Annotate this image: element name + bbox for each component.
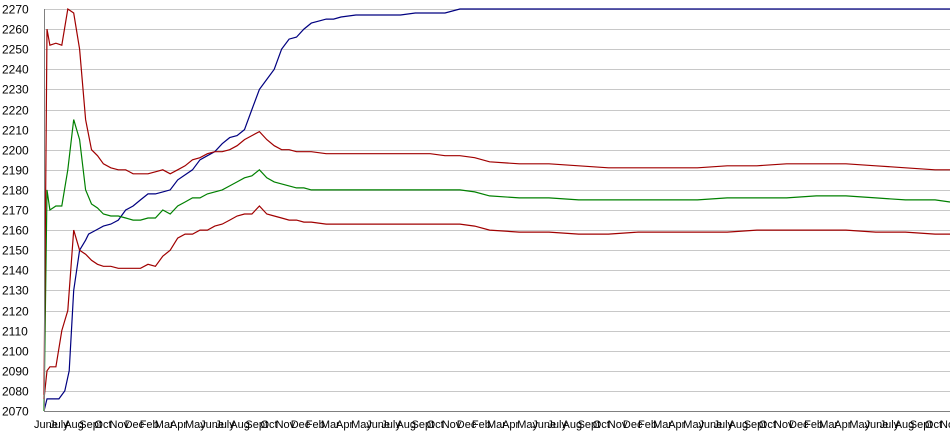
y-tick-label: 2120 (2, 305, 29, 319)
x-tick-label: May (849, 419, 870, 431)
y-tick-label: 2110 (2, 325, 28, 339)
x-tick-label: Mar (487, 419, 506, 431)
x-tick-label: June (532, 419, 556, 431)
series-line-3 (43, 7, 950, 395)
series-lines (43, 7, 950, 412)
x-tick-label: Dec (789, 419, 809, 431)
y-tick-label: 2150 (2, 244, 29, 258)
x-tick-label: Sept (578, 419, 601, 431)
x-tick-label: Dec (457, 419, 477, 431)
x-tick-label: Aug (396, 419, 416, 431)
x-tick-label: Nov (442, 419, 462, 431)
x-tick-label: May (683, 419, 704, 431)
x-tick-label: June (698, 419, 722, 431)
x-tick-label: Apr (668, 419, 685, 431)
x-tick-label: Mar (321, 419, 340, 431)
x-tick-label: May (351, 419, 372, 431)
x-tick-label: Aug (563, 419, 583, 431)
x-tick-label: Mar (819, 419, 838, 431)
x-tick-label: Aug (729, 419, 749, 431)
x-tick-label: July (49, 419, 69, 431)
y-tick-label: 2200 (2, 144, 29, 158)
x-tick-label: Apr (336, 419, 353, 431)
y-tick-label: 2230 (2, 83, 29, 97)
x-tick-label: June (366, 419, 390, 431)
y-tick-label: 2080 (2, 385, 29, 399)
x-tick-label: June (34, 419, 58, 431)
y-tick-label: 2220 (2, 104, 29, 118)
y-tick-label: 2210 (2, 124, 29, 138)
x-tick-label: Nov (608, 419, 628, 431)
y-tick-label: 2100 (2, 345, 29, 359)
x-tick-label: July (381, 419, 401, 431)
x-tick-label: Aug (895, 419, 915, 431)
x-tick-label: Aug (64, 419, 84, 431)
gridlines (44, 9, 950, 412)
x-tick-label: Apr (502, 419, 519, 431)
x-tick-label: July (880, 419, 900, 431)
y-tick-label: 2140 (2, 264, 29, 278)
x-tick-label: Feb (306, 419, 325, 431)
x-tick-label: Mar (155, 419, 174, 431)
y-tick-label: 2190 (2, 164, 29, 178)
x-tick-label: Oct (261, 419, 278, 431)
y-tick-labels: 2070 2080 2090 2100 2110 2120 2130 2140 2150 2160… (2, 3, 29, 419)
y-tick-label: 2260 (2, 23, 29, 37)
x-tick-label: Sept (412, 419, 435, 431)
x-tick-label: June (200, 419, 224, 431)
y-tick-label: 2250 (2, 43, 29, 57)
x-tick-label: July (714, 419, 734, 431)
x-tick-label: Nov (276, 419, 296, 431)
x-tick-label: Oct (593, 419, 610, 431)
y-tick-label: 2270 (2, 3, 29, 17)
x-tick-label: Feb (638, 419, 657, 431)
x-tick-label: Nov (940, 419, 950, 431)
x-tick-label: July (547, 419, 567, 431)
y-tick-label: 2090 (2, 365, 29, 379)
x-tick-label: Oct (759, 419, 776, 431)
y-tick-label: 2240 (2, 63, 29, 77)
y-tick-label: 2160 (2, 224, 29, 238)
y-tick-label: 2070 (2, 405, 29, 419)
x-tick-label: June (865, 419, 889, 431)
x-tick-label: May (517, 419, 538, 431)
x-tick-label: Oct (427, 419, 444, 431)
y-tick-label: 2180 (2, 184, 29, 198)
x-tick-label: Apr (834, 419, 851, 431)
x-tick-label: Mar (653, 419, 672, 431)
x-tick-label: July (215, 419, 235, 431)
x-tick-label: Sept (79, 419, 102, 431)
x-tick-label: Feb (140, 419, 159, 431)
x-tick-label: Sept (744, 419, 767, 431)
y-tick-label: 2170 (2, 204, 29, 218)
x-tick-label: Oct (94, 419, 111, 431)
series-line-2 (43, 205, 950, 399)
x-tick-label: Dec (125, 419, 145, 431)
x-tick-label: Nov (774, 419, 794, 431)
x-tick-label: Nov (110, 419, 130, 431)
x-tick-label: Dec (623, 419, 643, 431)
x-tick-label: Feb (804, 419, 823, 431)
x-tick-label: Dec (291, 419, 311, 431)
x-tick-label: Sept (910, 419, 933, 431)
x-tick-label: Apr (170, 419, 187, 431)
series-line-1 (43, 119, 950, 412)
x-tick-label: Oct (925, 419, 942, 431)
x-tick-labels: JuneJulyAugSeptOctNovDecFebMarAprMayJune… (34, 419, 950, 431)
x-tick-label: May (185, 419, 206, 431)
series-line-0 (43, 8, 950, 412)
x-tick-label: Feb (472, 419, 491, 431)
y-tick-label: 2130 (2, 284, 29, 298)
x-tick-label: Sept (245, 419, 268, 431)
x-tick-label: Aug (230, 419, 250, 431)
